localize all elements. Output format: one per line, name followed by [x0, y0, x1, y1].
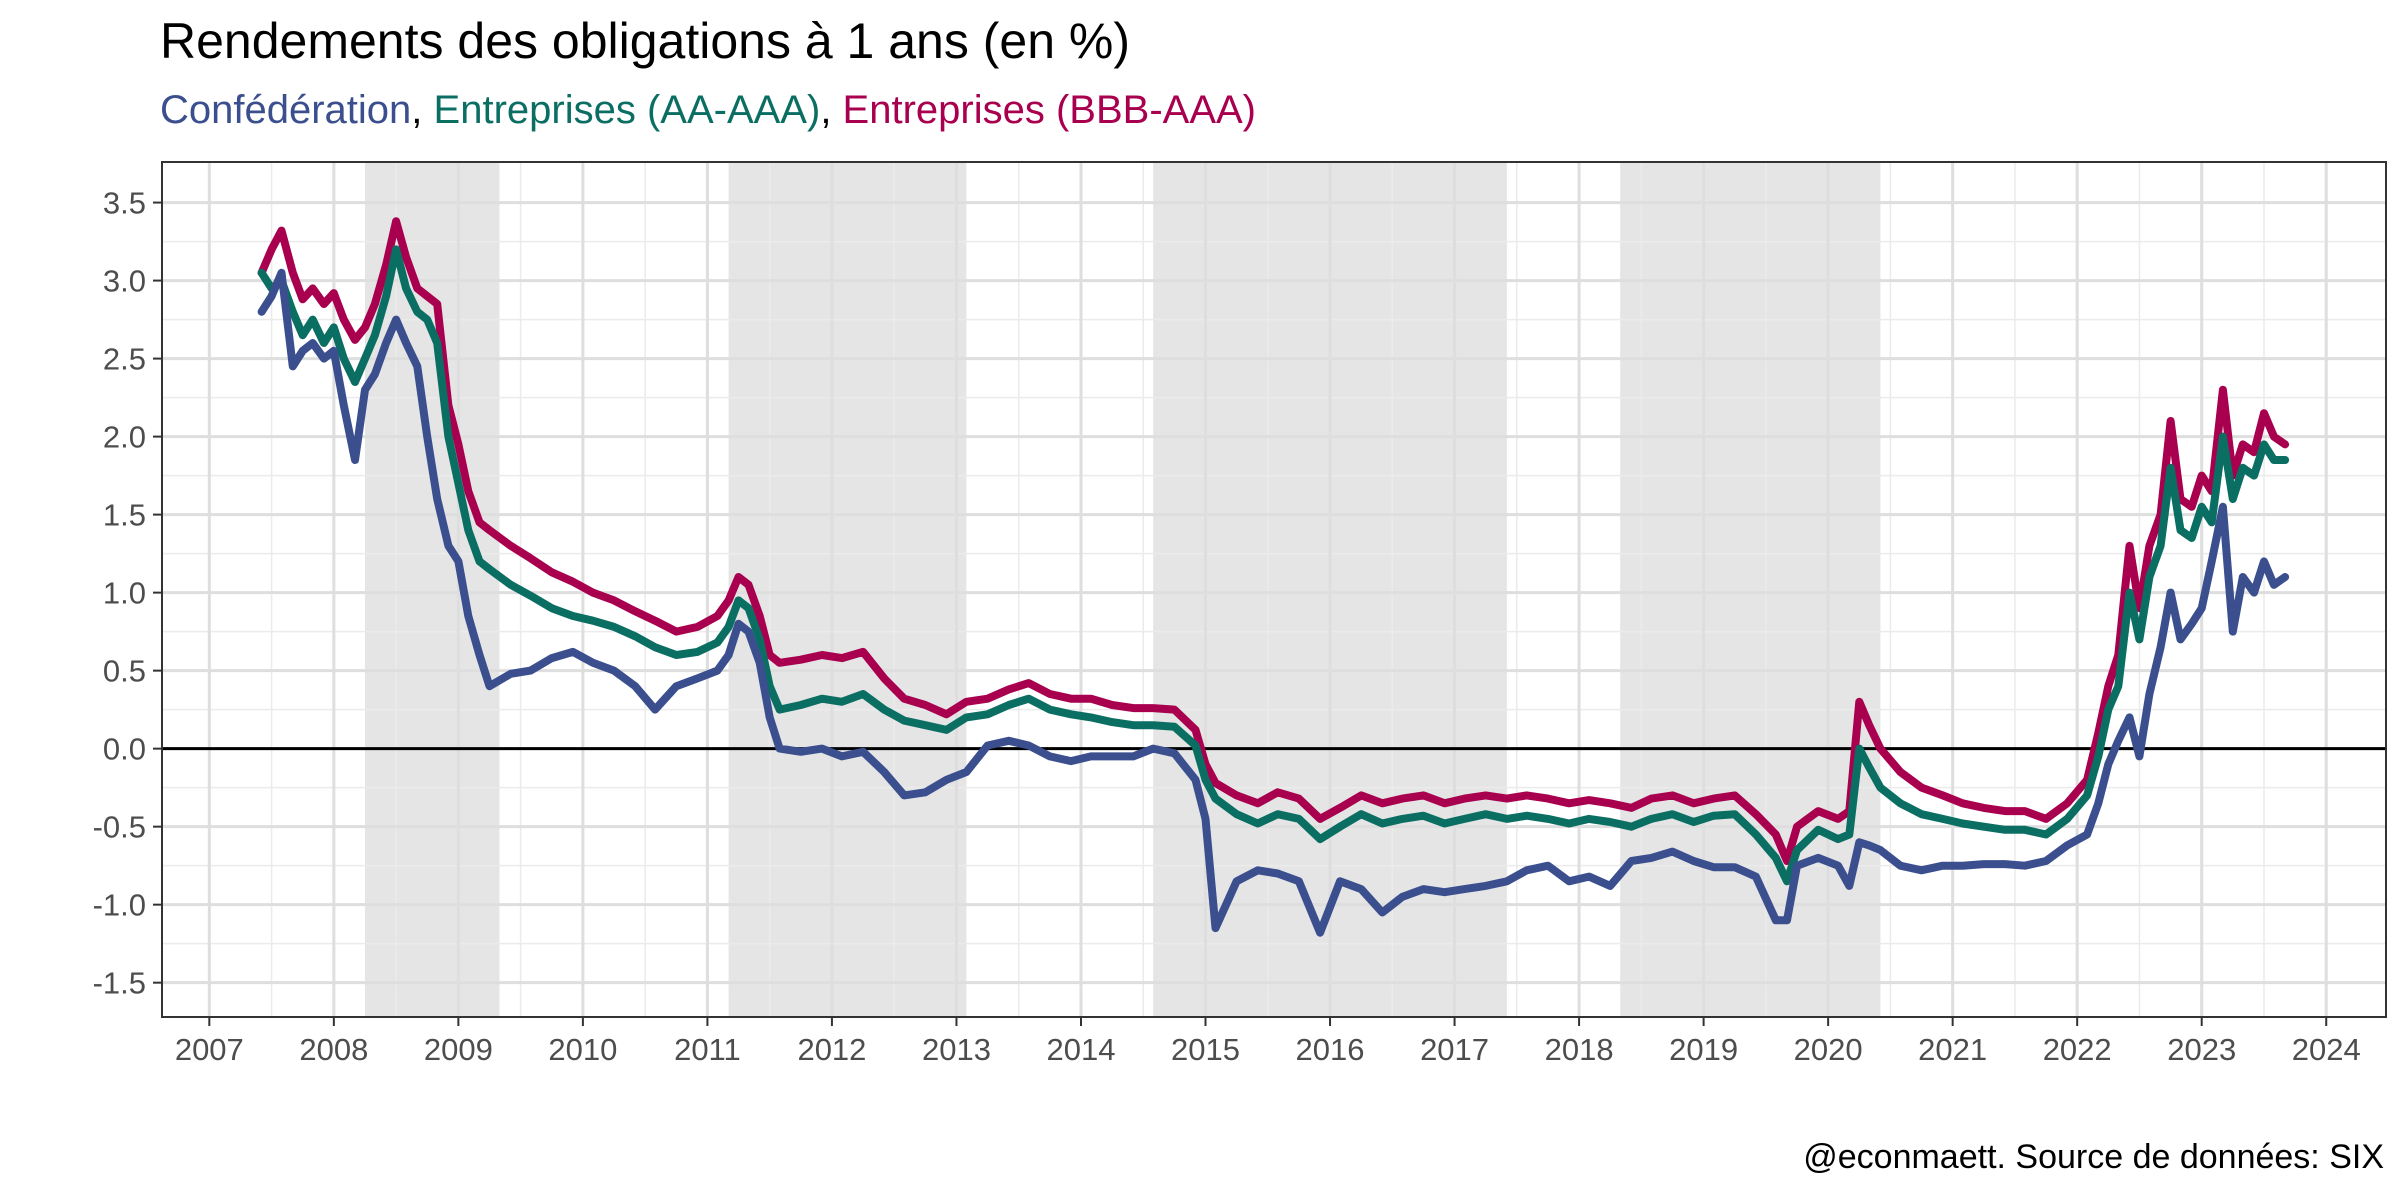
series-line-1	[257, 245, 2290, 886]
subtitle-part-3: ,	[820, 88, 843, 132]
subtitle-part-2: Entreprises (AA-AAA)	[433, 88, 821, 132]
x-tick-label: 2015	[1171, 1032, 1240, 1067]
x-tick-label: 2017	[1420, 1032, 1489, 1067]
series-line-0	[257, 217, 2290, 865]
x-tick-label: 2010	[548, 1032, 617, 1067]
chart-title: Rendements des obligations à 1 ans (en %…	[160, 13, 1131, 69]
x-tick-label: 2007	[175, 1032, 244, 1067]
x-tick-label: 2020	[1794, 1032, 1863, 1067]
shaded-period-1	[728, 162, 967, 1017]
x-tick-label: 2008	[299, 1032, 368, 1067]
subtitle-part-1: ,	[411, 88, 434, 132]
x-tick-label: 2023	[2167, 1032, 2236, 1067]
x-tick-label: 2016	[1296, 1032, 1365, 1067]
y-tick-label: 2.0	[103, 420, 146, 455]
shaded-period-3	[1620, 162, 1881, 1017]
y-tick-label: 3.5	[103, 186, 146, 221]
chart-subtitle: Confédération, Entreprises (AA-AAA), Ent…	[160, 88, 1256, 133]
y-tick-label: -1.0	[93, 888, 146, 923]
y-tick-label: 0.0	[103, 732, 146, 767]
series-line-2	[257, 268, 2290, 937]
x-tick-label: 2019	[1669, 1032, 1738, 1067]
x-tick-label: 2012	[797, 1032, 866, 1067]
y-tick-label: -0.5	[93, 810, 146, 845]
subtitle-part-4: Entreprises (BBB-AAA)	[842, 88, 1257, 132]
y-tick-label: 1.0	[103, 576, 146, 611]
y-tick-label: -1.5	[93, 966, 146, 1001]
x-tick-label: 2024	[2292, 1032, 2361, 1067]
subtitle-part-0: Confédération	[160, 88, 412, 132]
y-tick-label: 0.5	[103, 654, 146, 689]
y-tick-label: 1.5	[103, 498, 146, 533]
x-axis: 2007 2008 2009 2010 2011 2012 2013 2014 2015 2016…	[175, 1017, 2361, 1067]
x-tick-label: 2009	[424, 1032, 493, 1067]
x-tick-label: 2018	[1545, 1032, 1614, 1067]
y-tick-label: 2.5	[103, 342, 146, 377]
x-tick-label: 2021	[1918, 1032, 1987, 1067]
x-tick-label: 2011	[674, 1032, 741, 1067]
x-tick-label: 2014	[1047, 1032, 1116, 1067]
y-tick-label: 3.0	[103, 264, 146, 299]
x-tick-label: 2022	[2043, 1032, 2112, 1067]
y-axis: -1.5 -1.0 -0.5 0.0 0.5 1.0 1.5 2.0 2.5 3.0 3.5	[93, 186, 162, 1001]
x-tick-label: 2013	[922, 1032, 991, 1067]
chart-caption: @econmaett. Source de données: SIX	[1803, 1138, 2384, 1176]
series-lines	[257, 217, 2290, 937]
plot-panel-border	[161, 161, 2387, 1018]
